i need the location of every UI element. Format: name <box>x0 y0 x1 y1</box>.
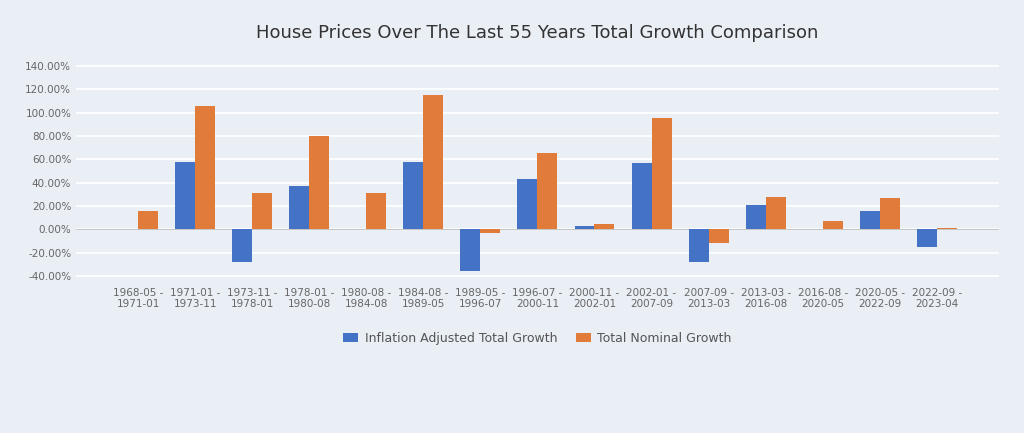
Bar <box>403 162 423 229</box>
Bar <box>860 210 880 229</box>
Bar <box>461 229 480 271</box>
Bar <box>517 179 538 229</box>
Legend: Inflation Adjusted Total Growth, Total Nominal Growth: Inflation Adjusted Total Growth, Total N… <box>338 327 736 350</box>
Bar <box>538 153 557 229</box>
Bar <box>195 106 215 229</box>
Bar <box>766 197 785 229</box>
Bar <box>309 136 329 229</box>
Bar <box>289 186 309 229</box>
Bar <box>880 198 900 229</box>
Bar <box>175 162 195 229</box>
Bar <box>367 193 386 229</box>
Title: House Prices Over The Last 55 Years Total Growth Comparison: House Prices Over The Last 55 Years Tota… <box>256 24 818 42</box>
Bar <box>574 226 595 229</box>
Bar <box>709 229 729 243</box>
Bar <box>423 95 443 229</box>
Bar <box>138 210 158 229</box>
Bar <box>688 229 709 262</box>
Bar <box>937 227 956 229</box>
Bar <box>916 229 937 247</box>
Bar <box>651 119 672 229</box>
Bar <box>480 229 501 233</box>
Bar <box>232 229 252 262</box>
Bar <box>632 163 651 229</box>
Bar <box>822 221 843 229</box>
Bar <box>252 193 272 229</box>
Bar <box>745 205 766 229</box>
Bar <box>595 224 614 229</box>
